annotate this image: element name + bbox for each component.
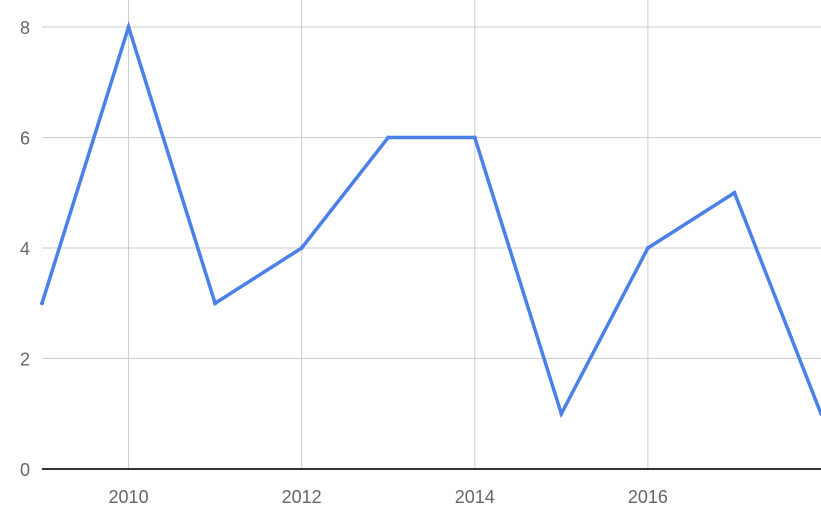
y-tick-label: 2	[20, 350, 30, 370]
x-tick-label: 2014	[455, 487, 495, 506]
data-point	[472, 135, 477, 140]
data-point	[386, 135, 391, 140]
y-tick-label: 6	[20, 129, 30, 149]
data-point	[126, 25, 131, 29]
y-tick-label: 0	[20, 460, 30, 480]
x-tick-label: 2016	[628, 487, 668, 506]
data-point	[559, 411, 564, 416]
y-tick-label: 8	[20, 18, 30, 38]
data-point	[213, 301, 218, 306]
series-layer	[40, 21, 821, 419]
data-point	[732, 190, 737, 195]
tick-labels: 0 2 4 6 8 2010 2012 2014 2016	[20, 18, 668, 506]
data-point	[645, 246, 650, 250]
data-point	[40, 301, 44, 306]
series-line	[40, 21, 821, 419]
y-tick-label: 4	[20, 239, 30, 259]
grid-lines	[42, 0, 821, 469]
x-tick-label: 2012	[282, 487, 322, 506]
data-point	[299, 246, 304, 250]
x-tick-label: 2010	[109, 487, 149, 506]
